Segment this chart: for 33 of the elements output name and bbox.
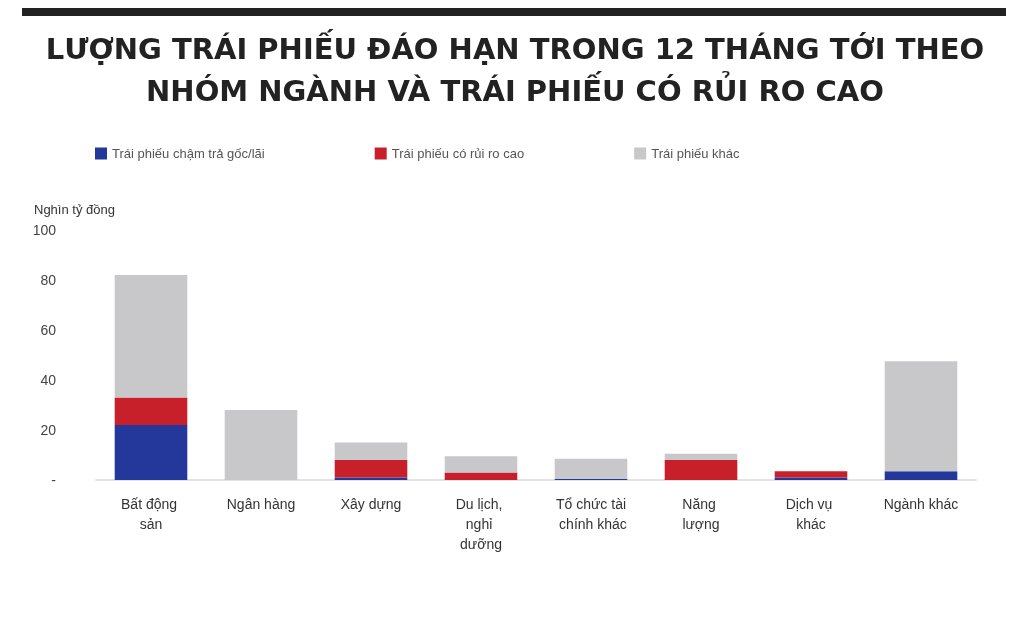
- x-tick-label: Bất động sản: [121, 496, 181, 532]
- x-tick-label: Dịch vụ khác: [785, 496, 837, 532]
- y-tick-label: -: [51, 472, 57, 488]
- bar: [224, 410, 298, 480]
- bar: [114, 397, 188, 425]
- legend-label: Trái phiếu khác: [651, 146, 741, 161]
- legend-label: Trái phiếu có rủi ro cao: [391, 146, 525, 161]
- y-tick-label: 60: [40, 322, 57, 338]
- bar: [664, 460, 738, 480]
- y-axis-title: Nghìn tỷ đồng: [34, 202, 115, 217]
- legend-label: Trái phiếu chậm trả gốc/lãi: [112, 146, 265, 161]
- bar: [664, 453, 738, 460]
- y-tick-label: 80: [40, 272, 57, 288]
- x-tick-label: Năng lượng: [682, 496, 720, 532]
- x-tick-label: Ngành khác: [883, 496, 959, 512]
- bar: [554, 458, 628, 479]
- bar: [444, 456, 518, 473]
- x-tick-label: Ngân hàng: [226, 496, 296, 512]
- x-tick-label: Xây dựng: [340, 496, 402, 512]
- bar: [444, 472, 518, 480]
- bar: [884, 361, 958, 472]
- bar: [884, 471, 958, 480]
- bar: [774, 471, 848, 478]
- y-tick-label: 100: [32, 222, 57, 238]
- y-tick-label: 40: [40, 372, 57, 388]
- bar: [114, 275, 188, 398]
- bar: [114, 425, 188, 480]
- chart-title: LƯỢNG TRÁI PHIẾU ĐÁO HẠN TRONG 12 THÁNG TỚI THEO NHÓM NGÀNH VÀ TRÁI PHIẾU CÓ RỦI RO CAO: [44, 28, 986, 110]
- x-tick-label: Tổ chức tài chính khác: [555, 496, 627, 532]
- bar: [334, 442, 408, 460]
- bar: [334, 460, 408, 478]
- x-tick-label: Du lịch, nghỉ dưỡng: [455, 496, 507, 552]
- y-tick-label: 20: [40, 422, 57, 438]
